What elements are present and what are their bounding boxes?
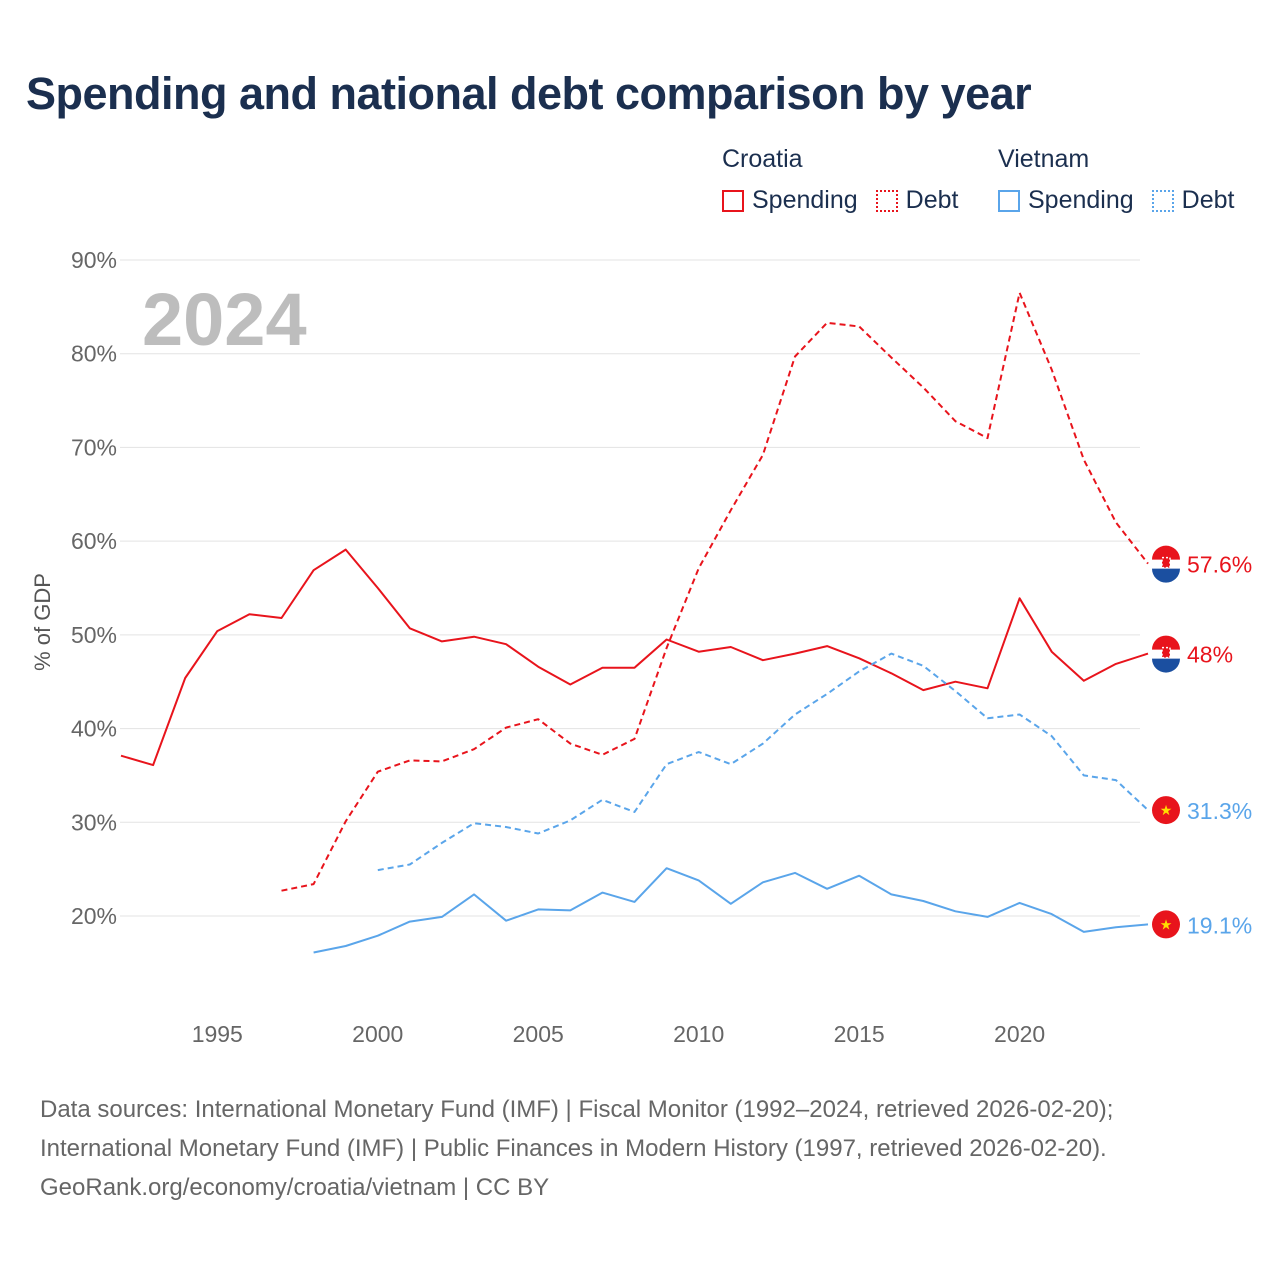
x-tick-label: 2020 — [994, 1021, 1045, 1047]
series-line-vietnam-spending — [313, 867, 1149, 954]
flag-red-stripe — [1152, 635, 1181, 650]
y-tick-label: 80% — [71, 341, 117, 367]
y-tick-label: 20% — [71, 903, 117, 929]
series-line-vietnam-debt — [377, 652, 1149, 872]
legend-label: Debt — [905, 186, 959, 214]
legend-item-vietnam-debt[interactable]: Debt — [1151, 186, 1235, 215]
end-value-label: 19.1% — [1187, 912, 1252, 938]
flag-shield — [1161, 556, 1171, 569]
vietnam-flag-icon: ★ — [1152, 910, 1180, 939]
dotted-swatch-icon — [1151, 189, 1174, 212]
vietnam-flag-icon: ★ — [1152, 796, 1180, 825]
y-tick-label: 70% — [71, 434, 117, 460]
end-value-label: 57.6% — [1187, 552, 1252, 578]
y-tick-label: 50% — [71, 622, 117, 648]
chart-title: Spending and national debt comparison by… — [26, 68, 1032, 119]
legend-label: Spending — [752, 186, 858, 214]
end-value-label: 48% — [1187, 642, 1233, 668]
y-tick-label: 60% — [71, 528, 117, 554]
source-line: Data sources: International Monetary Fun… — [40, 1096, 1114, 1123]
flag-red-stripe — [1152, 545, 1181, 560]
legend-item-vietnam-spending[interactable]: Spending — [998, 186, 1134, 215]
solid-swatch-icon — [722, 189, 744, 212]
y-tick-label: 40% — [71, 716, 117, 742]
legend-item-croatia-spending[interactable]: Spending — [722, 186, 858, 215]
x-tick-label: 2015 — [834, 1021, 885, 1047]
flag-shield — [1161, 646, 1171, 659]
legend-label: Debt — [1181, 186, 1235, 214]
legend-vietnam: Vietnam Spending Debt — [998, 145, 1252, 215]
flag-blue-stripe — [1152, 658, 1181, 673]
series-line-croatia-spending — [120, 548, 1149, 767]
y-tick-label: 90% — [71, 247, 117, 273]
legend-croatia: Croatia Spending Debt — [722, 145, 976, 215]
flag-star: ★ — [1160, 802, 1173, 818]
flag-bg — [1152, 796, 1180, 825]
flag-bg — [1152, 910, 1180, 939]
source-line: International Monetary Fund (IMF) | Publ… — [40, 1135, 1107, 1162]
flag-blue-stripe — [1152, 568, 1181, 583]
y-axis-label: % of GDP — [30, 573, 55, 671]
source-link[interactable]: GeoRank.org/economy/croatia/vietnam | CC… — [40, 1174, 550, 1201]
series-line-croatia-debt — [281, 291, 1149, 892]
x-tick-label: 2005 — [513, 1021, 564, 1047]
legend-country: Croatia — [722, 145, 803, 173]
x-tick-label: 1995 — [192, 1021, 243, 1047]
end-value-label: 31.3% — [1187, 798, 1252, 824]
y-tick-label: 30% — [71, 809, 117, 835]
dotted-swatch-icon — [875, 189, 898, 212]
x-tick-label: 2000 — [352, 1021, 403, 1047]
croatia-flag-icon — [1152, 545, 1181, 583]
croatia-flag-icon — [1152, 635, 1181, 673]
sources: Data sources: International Monetary Fun… — [40, 1090, 1113, 1207]
x-tick-label: 2010 — [673, 1021, 724, 1047]
legend-item-croatia-debt[interactable]: Debt — [875, 186, 959, 215]
solid-swatch-icon — [998, 189, 1020, 212]
legend-label: Spending — [1028, 186, 1134, 214]
flag-star: ★ — [1160, 916, 1173, 932]
legend-country: Vietnam — [998, 145, 1090, 173]
year-watermark: 2024 — [142, 278, 307, 361]
